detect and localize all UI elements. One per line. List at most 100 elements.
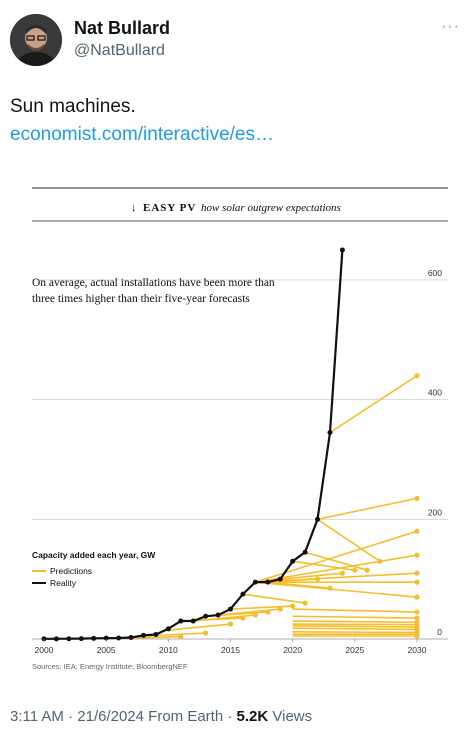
prediction-line [292,620,418,624]
prediction-line [292,631,418,634]
reality-point [178,618,184,624]
prediction-point [414,609,420,615]
chart: ↓ EASY PV how solar outgrew expectations… [32,187,448,671]
reality-point [78,636,84,642]
legend-reality-label: Reality [50,578,77,588]
reality-point [228,606,233,612]
chart-grid [32,279,448,640]
legend-predictions-label: Predictions [50,566,92,576]
reality-point [103,635,109,641]
x-tick-label: 2000 [35,645,54,655]
tweet-time[interactable]: 3:11 AM [10,708,64,725]
prediction-line [292,615,418,619]
reality-line [41,247,345,642]
prediction-point [364,567,370,573]
reality-point [116,635,122,641]
x-tick-label: 2010 [159,645,178,655]
prediction-line [317,497,418,521]
avatar[interactable] [10,14,62,66]
prediction-point [414,528,420,534]
reality-point [315,516,321,522]
author-handle[interactable]: @NatBullard [74,42,165,59]
reality-point [203,613,209,619]
reality-point [128,635,134,641]
prediction-point [352,567,358,573]
reality-point [302,549,308,555]
reality-point [290,558,296,564]
reality-point [66,636,72,642]
reality-point [327,430,333,436]
author-name[interactable]: Nat Bullard [74,18,171,38]
reality-point [91,635,97,641]
chart-image[interactable]: ↓ EASY PV how solar outgrew expectations… [0,178,474,688]
prediction-line [304,551,368,571]
meta-separator: · [68,708,74,725]
y-tick-label: 200 [428,507,442,517]
prediction-point [290,603,296,609]
reality-point [252,579,258,585]
tweet-meta: 3:11 AM · 21/6/2024 From Earth · 5.2K Vi… [10,708,312,725]
reality-point [339,247,345,253]
x-tick-label: 2015 [221,645,240,655]
prediction-line [292,560,355,571]
prediction-point [414,633,420,639]
x-tick-label: 2020 [283,645,302,655]
tweet-text: Sun machines. [10,96,136,117]
y-tick-label: 400 [428,388,442,398]
avatar-image [10,14,62,66]
reality-point [153,632,159,638]
prediction-point [414,373,420,379]
prediction-line [317,518,381,562]
reality-point [140,632,146,638]
prediction-point [414,615,420,621]
prediction-line [255,530,418,583]
reality-point [165,626,171,632]
reality-point [53,636,59,642]
prediction-point [414,552,420,558]
reality-point [240,591,246,597]
prediction-point [277,606,283,612]
views-label: Views [272,708,313,725]
prediction-line [292,627,418,631]
tweet-link[interactable]: economist.com/interactive/es… [10,124,274,145]
chart-annotation-line-1: On average, actual installations have be… [32,277,275,289]
prediction-lines [118,373,420,640]
x-axis-ticks: 2000 2005 2010 2015 2020 2025 2030 [35,639,427,655]
chart-header-section: EASY PV [143,202,196,214]
reality-point [190,618,196,624]
chart-header-subtitle: how solar outgrew expectations [201,202,341,214]
prediction-point [414,570,420,576]
tweet-source: From Earth [148,708,224,725]
prediction-point [414,594,420,600]
prediction-point [203,630,209,636]
meta-separator: · [227,708,233,725]
prediction-line [292,625,418,628]
reality-point [215,612,221,618]
prediction-line [292,623,418,626]
prediction-line [267,581,331,589]
chart-y-label: Capacity added each year, GW [32,550,156,560]
views-count: 5.2K [236,708,269,725]
prediction-line [242,593,306,604]
prediction-line [280,572,343,580]
prediction-line [329,375,418,434]
prediction-line [193,614,256,622]
prediction-point [414,579,420,585]
prediction-point [339,570,345,576]
prediction-point [414,495,420,501]
prediction-point [178,634,184,640]
chart-source: Sources: IEA; Energy Institute; Bloomber… [32,662,188,671]
tweet-date[interactable]: 21/6/2024 [77,708,144,725]
prediction-line [255,572,418,583]
prediction-line [292,608,418,613]
prediction-line [217,608,281,616]
reality-point [41,636,47,642]
more-dots-icon[interactable]: ··· [441,18,460,35]
x-tick-label: 2030 [408,645,427,655]
x-tick-label: 2025 [345,645,364,655]
prediction-line [168,623,231,631]
reality-point [265,579,271,585]
y-tick-label: 600 [428,268,442,278]
chart-annotation-line-2: three times higher than their five-year … [32,293,250,305]
chart-header-arrow: ↓ [131,202,137,214]
